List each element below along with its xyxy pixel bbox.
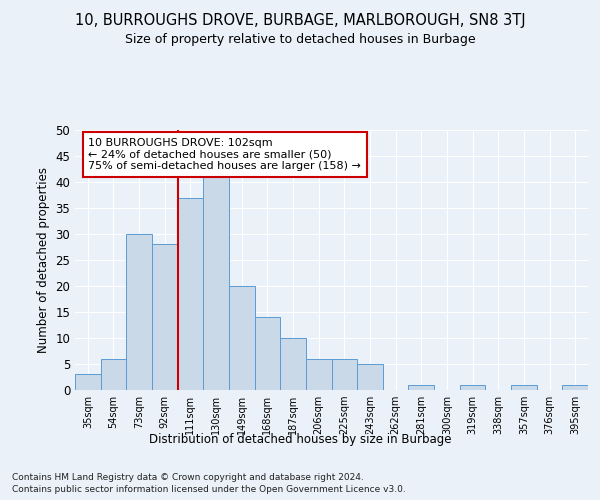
- Bar: [357, 364, 383, 390]
- Bar: [75, 374, 101, 390]
- Bar: [460, 385, 485, 390]
- Text: Contains public sector information licensed under the Open Government Licence v3: Contains public sector information licen…: [12, 485, 406, 494]
- Bar: [562, 385, 588, 390]
- Text: 10, BURROUGHS DROVE, BURBAGE, MARLBOROUGH, SN8 3TJ: 10, BURROUGHS DROVE, BURBAGE, MARLBOROUG…: [74, 12, 526, 28]
- Bar: [280, 338, 306, 390]
- Bar: [178, 198, 203, 390]
- Bar: [152, 244, 178, 390]
- Text: Distribution of detached houses by size in Burbage: Distribution of detached houses by size …: [149, 432, 451, 446]
- Text: 10 BURROUGHS DROVE: 102sqm
← 24% of detached houses are smaller (50)
75% of semi: 10 BURROUGHS DROVE: 102sqm ← 24% of deta…: [88, 138, 361, 171]
- Bar: [203, 172, 229, 390]
- Bar: [511, 385, 537, 390]
- Bar: [127, 234, 152, 390]
- Bar: [229, 286, 254, 390]
- Bar: [254, 317, 280, 390]
- Y-axis label: Number of detached properties: Number of detached properties: [37, 167, 50, 353]
- Bar: [101, 359, 127, 390]
- Bar: [306, 359, 331, 390]
- Bar: [331, 359, 357, 390]
- Text: Size of property relative to detached houses in Burbage: Size of property relative to detached ho…: [125, 32, 475, 46]
- Bar: [409, 385, 434, 390]
- Text: Contains HM Land Registry data © Crown copyright and database right 2024.: Contains HM Land Registry data © Crown c…: [12, 472, 364, 482]
